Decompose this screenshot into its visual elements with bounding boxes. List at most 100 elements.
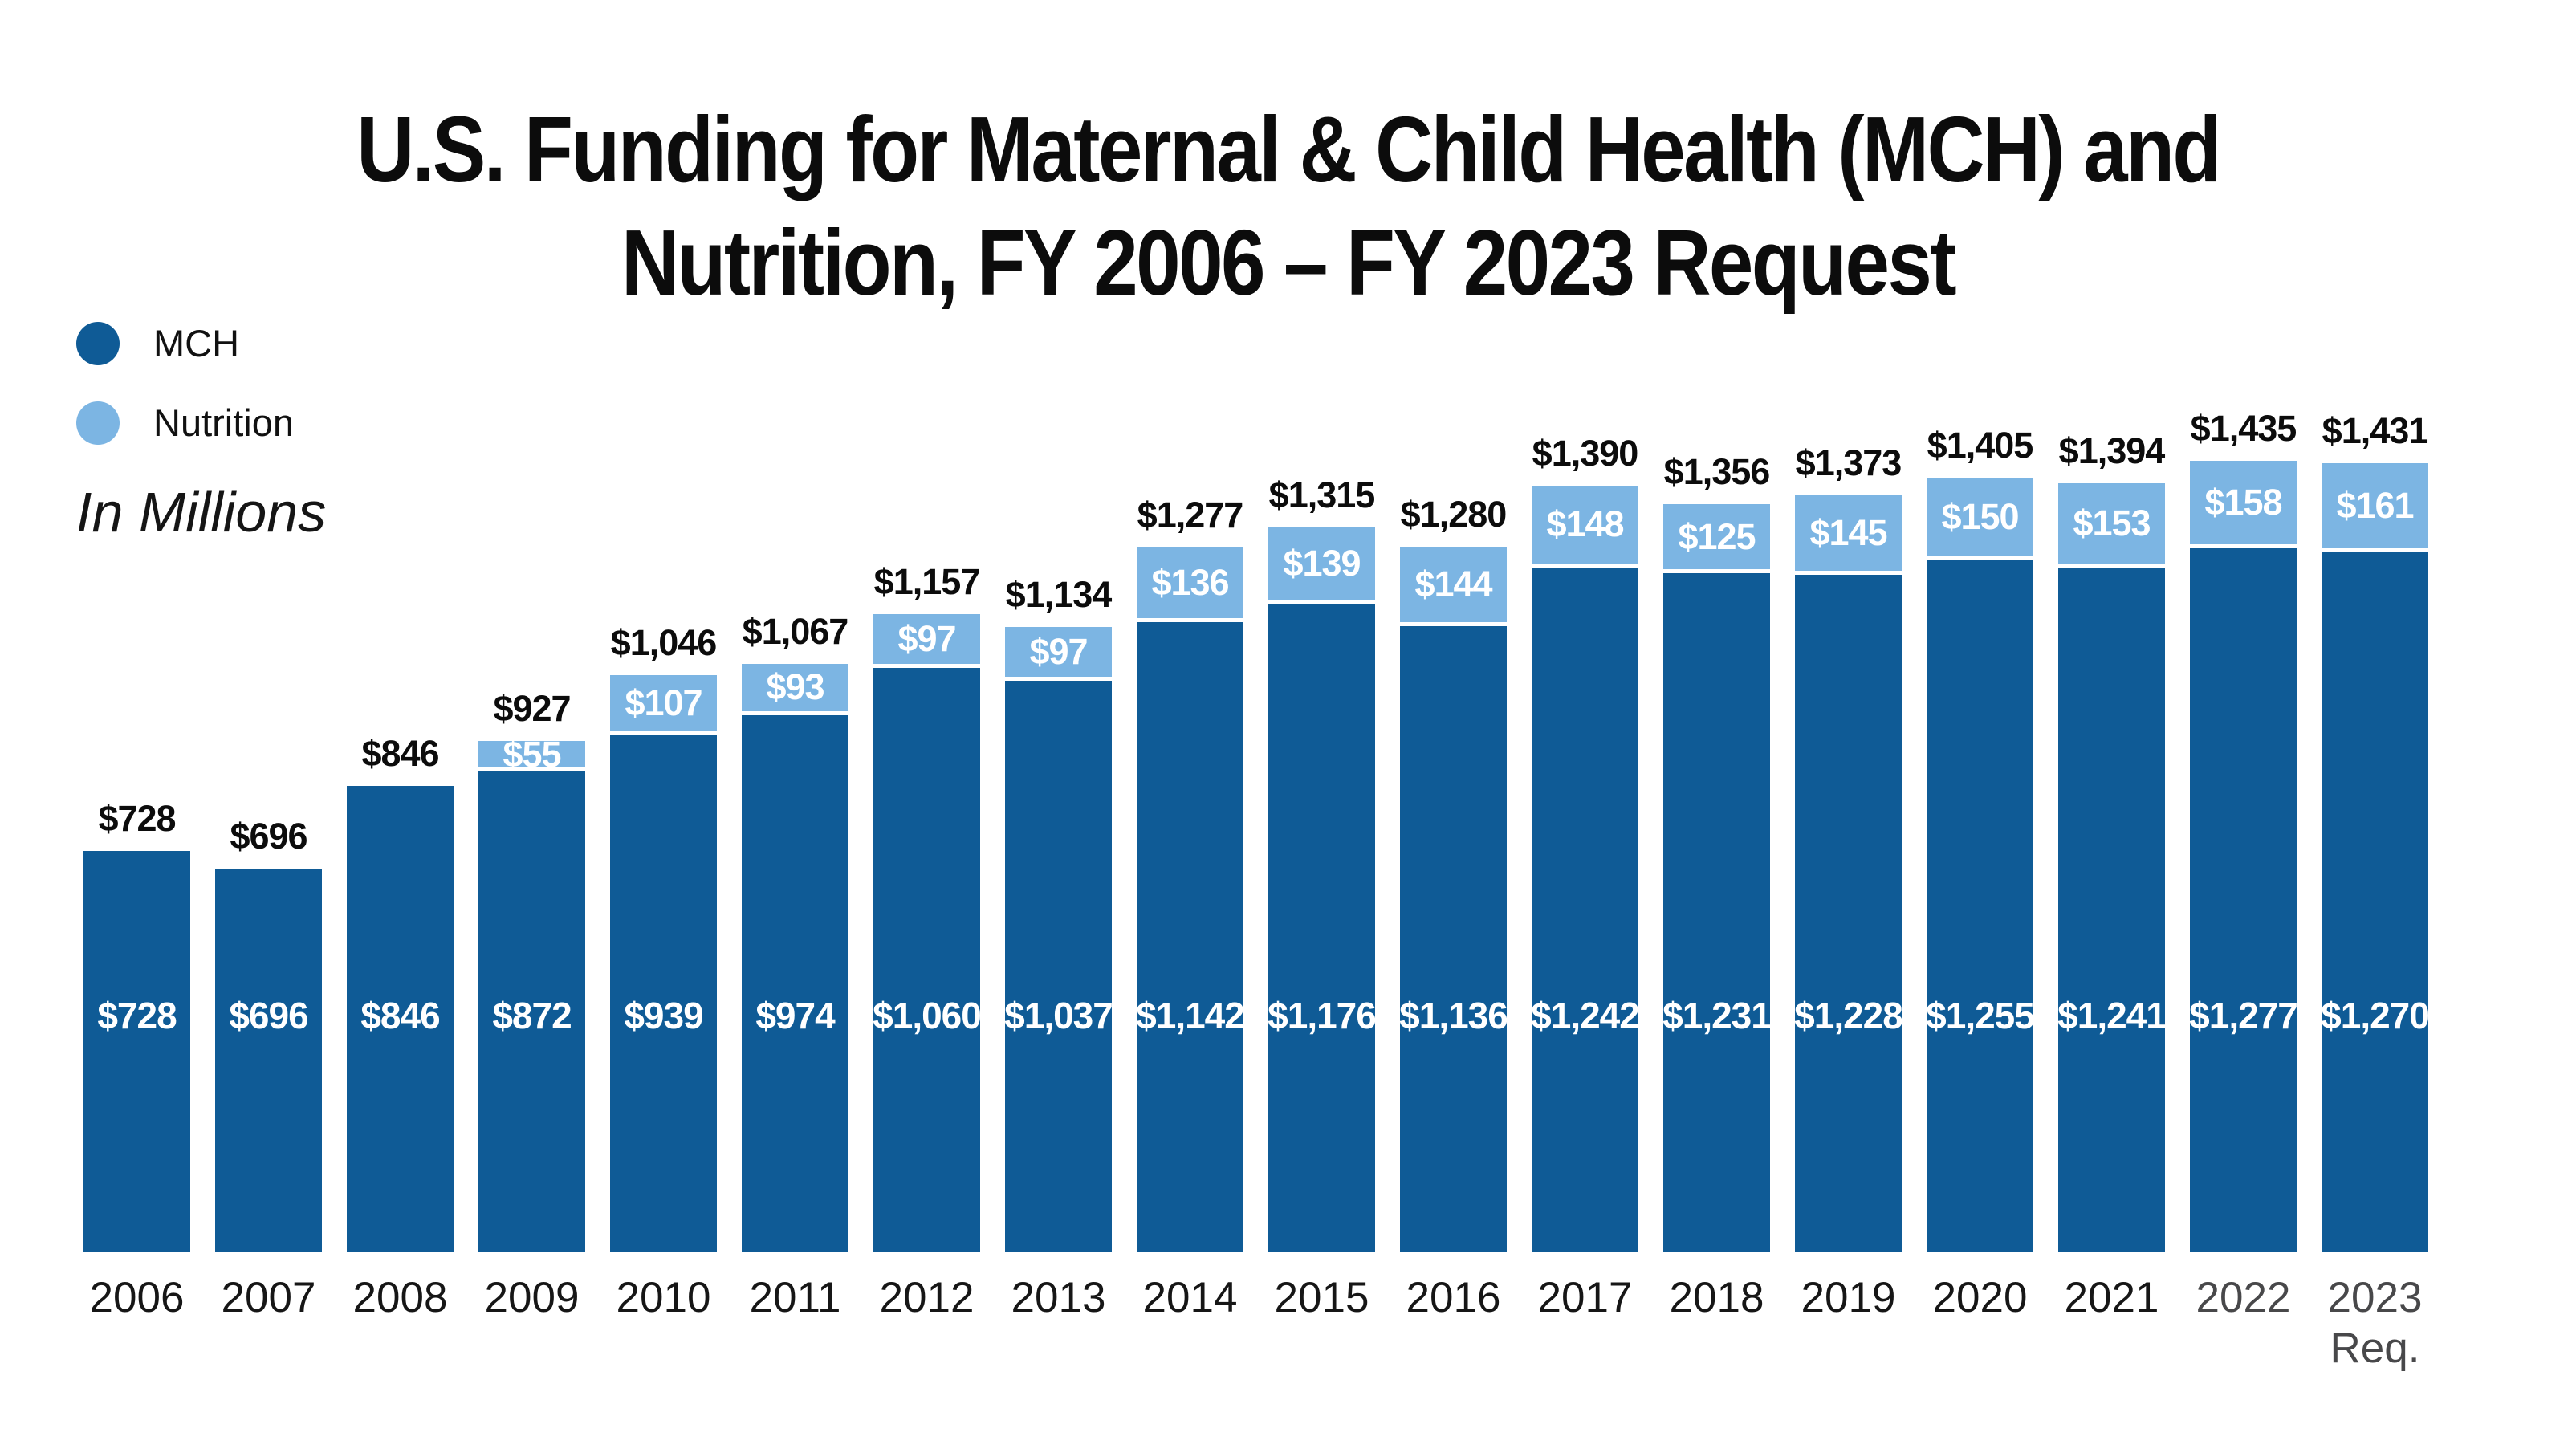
nutrition-bar-segment: $139 (1268, 527, 1375, 604)
nutrition-bar-segment: $158 (2190, 461, 2297, 548)
x-axis-label-2006: 2006 (90, 1273, 185, 1324)
legend-item-mch: MCH (76, 321, 294, 365)
x-axis-label-2010: 2010 (617, 1273, 711, 1324)
bar-group-2010: $1,046 $107 $939 2010 (610, 622, 718, 1321)
nutrition-bar-segment: $55 (478, 734, 585, 775)
x-axis-label-2015: 2015 (1275, 1273, 1369, 1324)
mch-value-label: $1,037 (1004, 995, 1113, 1036)
bar-group-2011: $1,067 $93 $974 2011 (742, 610, 849, 1321)
x-axis-year: 2007 (221, 1274, 316, 1321)
mch-value-label: $1,176 (1268, 995, 1377, 1036)
x-axis-label-2012: 2012 (880, 1273, 975, 1324)
x-axis-year: 2021 (2064, 1274, 2159, 1321)
total-value-label: $1,390 (1532, 433, 1639, 474)
nutrition-bar-segment: $153 (2058, 483, 2165, 568)
x-axis-year: 2008 (352, 1274, 448, 1321)
total-value-label: $1,435 (2190, 408, 2297, 450)
page-title-line1: U.S. Funding for Maternal & Child Health… (356, 96, 2221, 201)
mch-value-label: $1,231 (1662, 995, 1772, 1036)
total-value-label: $1,067 (742, 610, 849, 652)
mch-value-label: $974 (755, 995, 835, 1036)
total-value-label: $696 (230, 815, 307, 857)
x-axis-year: 2011 (749, 1274, 841, 1321)
total-value-label: $1,157 (873, 561, 981, 603)
total-value-label: $1,405 (1927, 424, 2034, 466)
mch-value-label: $1,060 (873, 995, 982, 1036)
x-axis-year: 2006 (89, 1274, 185, 1321)
mch-bar-segment: $1,277 (2189, 547, 2298, 1252)
bar-group-2017: $1,390 $148 $1,242 2017 (1531, 433, 1640, 1321)
page-title: U.S. Funding for Maternal & Child Health… (181, 93, 2396, 320)
legend-item-nutrition: Nutrition (76, 401, 294, 445)
nutrition-bar-segment: $148 (1532, 486, 1638, 568)
mch-value-label: $1,142 (1136, 995, 1245, 1036)
mch-bar-segment: $1,228 (1794, 575, 1903, 1252)
mch-bar-segment: $1,270 (2321, 552, 2430, 1252)
total-value-label: $1,046 (610, 622, 718, 664)
mch-bar-segment: $728 (83, 850, 190, 1252)
mch-bar-segment: $939 (610, 734, 717, 1252)
bar-group-2015: $1,315 $139 $1,176 2015 (1268, 474, 1377, 1321)
total-value-label: $1,315 (1268, 474, 1376, 515)
mch-value-label: $846 (360, 995, 440, 1036)
total-value-label: $846 (361, 732, 439, 774)
mch-bar-segment: $872 (478, 771, 585, 1252)
mch-bar-segment: $1,241 (2057, 568, 2167, 1252)
bar-group-2022: $1,435 $158 $1,277 2022 (2189, 408, 2298, 1321)
mch-bar-segment: $1,176 (1268, 604, 1377, 1252)
nutrition-bar-segment: $125 (1663, 504, 1770, 574)
nutrition-bar-segment: $107 (610, 675, 717, 735)
x-axis-year: 2013 (1011, 1274, 1106, 1321)
x-axis-label-2023: 2023 Req. (2328, 1273, 2423, 1374)
bar-group-2006: $728 $728 2006 (83, 797, 190, 1321)
mch-bar-segment: $1,242 (1531, 567, 1640, 1252)
legend: MCH Nutrition (76, 321, 294, 445)
mch-value-label: $728 (97, 995, 177, 1036)
bar-group-2018: $1,356 $125 $1,231 2018 (1662, 451, 1772, 1321)
bar-group-2008: $846 $846 2008 (347, 732, 454, 1321)
bar-group-2023: $1,431 $161 $1,270 2023 Req. (2321, 409, 2430, 1372)
bar-group-2012: $1,157 $97 $1,060 2012 (873, 561, 982, 1321)
bar-group-2019: $1,373 $145 $1,228 2019 (1794, 442, 1903, 1321)
total-value-label: $1,431 (2322, 409, 2429, 451)
total-value-label: $1,373 (1795, 442, 1902, 483)
mch-value-label: $1,228 (1794, 995, 1903, 1036)
mch-bar-segment: $696 (215, 868, 322, 1252)
total-value-label: $1,356 (1663, 451, 1771, 493)
nutrition-bar-segment: $145 (1795, 495, 1902, 576)
mch-bar-segment: $1,142 (1136, 622, 1245, 1252)
nutrition-bar-segment: $97 (873, 614, 980, 668)
x-axis-year: 2010 (616, 1274, 711, 1321)
mch-value-label: $1,136 (1399, 995, 1508, 1036)
units-note: In Millions (76, 481, 327, 543)
nutrition-bar-segment: $97 (1005, 626, 1112, 681)
x-axis-label-2022: 2022 (2196, 1273, 2291, 1324)
total-value-label: $927 (493, 688, 571, 730)
mch-value-label: $1,255 (1926, 995, 2035, 1036)
x-axis-year: 2009 (484, 1274, 580, 1321)
nutrition-swatch-icon (76, 401, 120, 445)
mch-swatch-icon (76, 321, 120, 365)
x-axis-year: 2019 (1801, 1274, 1896, 1321)
bar-group-2014: $1,277 $136 $1,142 2014 (1136, 495, 1245, 1321)
mch-value-label: $1,242 (1531, 995, 1640, 1036)
total-value-label: $1,394 (2058, 430, 2166, 472)
mch-bar-segment: $846 (347, 785, 454, 1252)
x-axis-label-2011: 2011 (750, 1273, 841, 1324)
page-title-line2: Nutrition, FY 2006 – FY 2023 Request (621, 210, 1957, 315)
mch-value-label: $872 (492, 995, 572, 1036)
total-value-label: $728 (98, 797, 176, 839)
x-axis-label-2017: 2017 (1538, 1273, 1633, 1324)
mch-bar-segment: $1,136 (1399, 625, 1508, 1252)
x-axis-label-2009: 2009 (485, 1273, 580, 1324)
x-axis-label-2007: 2007 (222, 1273, 316, 1324)
x-axis-label-2019: 2019 (1801, 1273, 1896, 1324)
bar-group-2007: $696 $696 2007 (215, 815, 322, 1321)
mch-bar-segment: $1,255 (1926, 560, 2035, 1252)
mch-value-label: $1,277 (2189, 995, 2298, 1036)
mch-value-label: $1,241 (2057, 995, 2167, 1036)
total-value-label: $1,280 (1400, 493, 1508, 535)
nutrition-bar-segment: $144 (1400, 546, 1507, 626)
bar-group-2016: $1,280 $144 $1,136 2016 (1399, 493, 1508, 1321)
legend-label-nutrition: Nutrition (153, 401, 295, 444)
